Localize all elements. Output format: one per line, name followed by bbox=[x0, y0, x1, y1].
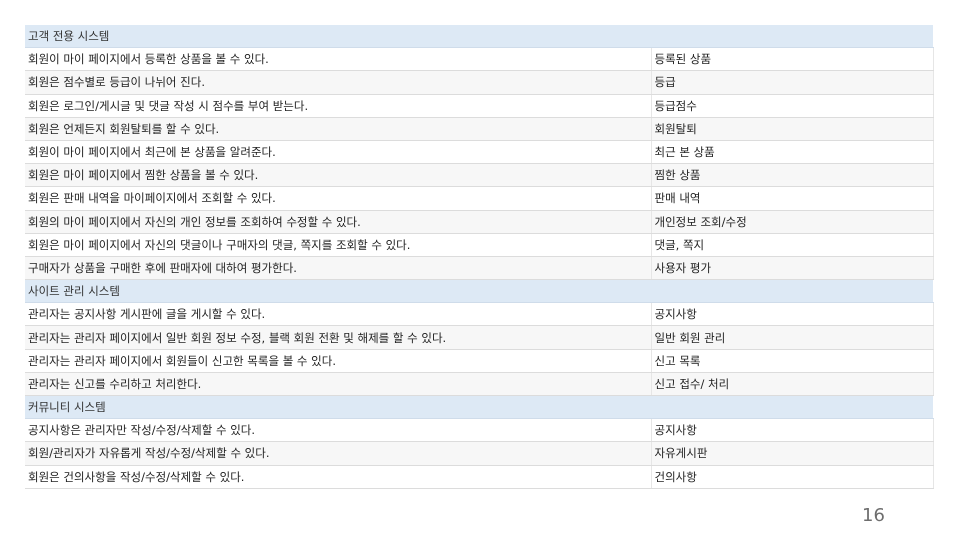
requirement-description: 회원은 로그인/게시글 및 댓글 작성 시 점수를 부여 받는다. bbox=[25, 94, 652, 118]
requirement-description: 회원의 마이 페이지에서 자신의 개인 정보를 조회하여 수정할 수 있다. bbox=[25, 210, 652, 234]
table-row: 공지사항은 관리자만 작성/수정/삭제할 수 있다. 공지사항 bbox=[25, 418, 934, 443]
requirement-description: 회원은 언제든지 회원탈퇴를 할 수 있다. bbox=[25, 117, 652, 141]
table-row: 회원의 마이 페이지에서 자신의 개인 정보를 조회하여 수정할 수 있다. 개… bbox=[25, 210, 934, 234]
table-row: 관리자는 관리자 페이지에서 일반 회원 정보 수정, 블랙 회원 전환 및 해… bbox=[25, 325, 934, 350]
section-header-row: 커뮤니티 시스템 bbox=[25, 395, 933, 420]
page-number: 16 bbox=[862, 505, 885, 526]
feature-name: 등급점수 bbox=[651, 94, 934, 118]
table-row: 관리자는 공지사항 게시판에 글을 게시할 수 있다. 공지사항 bbox=[25, 302, 934, 327]
feature-name: 사용자 평가 bbox=[651, 256, 934, 281]
requirements-table: 고객 전용 시스템 회원이 마이 페이지에서 등록한 상품을 볼 수 있다. 등… bbox=[25, 25, 934, 489]
requirement-description: 관리자는 공지사항 게시판에 글을 게시할 수 있다. bbox=[25, 302, 652, 327]
table-row: 회원은 판매 내역을 마이페이지에서 조회할 수 있다. 판매 내역 bbox=[25, 186, 934, 211]
feature-name: 회원탈퇴 bbox=[651, 117, 934, 141]
feature-name: 공지사항 bbox=[651, 418, 934, 443]
table-row: 회원은 건의사항을 작성/수정/삭제할 수 있다. 건의사항 bbox=[25, 465, 934, 489]
requirement-description: 회원이 마이 페이지에서 최근에 본 상품을 알려준다. bbox=[25, 140, 652, 165]
section-title: 커뮤니티 시스템 bbox=[25, 395, 933, 420]
feature-name: 공지사항 bbox=[651, 302, 934, 327]
requirement-description: 구매자가 상품을 구매한 후에 판매자에 대하여 평가한다. bbox=[25, 256, 652, 281]
table-row: 관리자는 관리자 페이지에서 회원들이 신고한 목록을 볼 수 있다. 신고 목… bbox=[25, 349, 934, 373]
table-row: 회원은 언제든지 회원탈퇴를 할 수 있다. 회원탈퇴 bbox=[25, 117, 934, 141]
requirement-description: 회원은 판매 내역을 마이페이지에서 조회할 수 있다. bbox=[25, 186, 652, 211]
requirement-description: 관리자는 신고를 수리하고 처리한다. bbox=[25, 372, 652, 397]
requirement-description: 회원은 마이 페이지에서 자신의 댓글이나 구매자의 댓글, 쪽지를 조회할 수… bbox=[25, 233, 652, 257]
requirement-description: 관리자는 관리자 페이지에서 일반 회원 정보 수정, 블랙 회원 전환 및 해… bbox=[25, 325, 652, 350]
feature-name: 신고 목록 bbox=[651, 349, 934, 373]
table-row: 회원은 점수별로 등급이 나뉘어 진다. 등급 bbox=[25, 70, 934, 95]
feature-name: 개인정보 조회/수정 bbox=[651, 210, 934, 234]
table-row: 구매자가 상품을 구매한 후에 판매자에 대하여 평가한다. 사용자 평가 bbox=[25, 256, 934, 281]
requirement-description: 관리자는 관리자 페이지에서 회원들이 신고한 목록을 볼 수 있다. bbox=[25, 349, 652, 373]
table-row: 회원이 마이 페이지에서 최근에 본 상품을 알려준다. 최근 본 상품 bbox=[25, 140, 934, 165]
requirement-description: 회원은 점수별로 등급이 나뉘어 진다. bbox=[25, 70, 652, 95]
table-row: 회원은 로그인/게시글 및 댓글 작성 시 점수를 부여 받는다. 등급점수 bbox=[25, 94, 934, 118]
section-title: 고객 전용 시스템 bbox=[25, 25, 933, 49]
table-row: 회원/관리자가 자유롭게 작성/수정/삭제할 수 있다. 자유게시판 bbox=[25, 441, 934, 466]
table-row: 관리자는 신고를 수리하고 처리한다. 신고 접수/ 처리 bbox=[25, 372, 934, 397]
requirement-description: 공지사항은 관리자만 작성/수정/삭제할 수 있다. bbox=[25, 418, 652, 443]
table-row: 회원은 마이 페이지에서 자신의 댓글이나 구매자의 댓글, 쪽지를 조회할 수… bbox=[25, 233, 934, 257]
requirement-description: 회원이 마이 페이지에서 등록한 상품을 볼 수 있다. bbox=[25, 47, 652, 72]
feature-name: 찜한 상품 bbox=[651, 163, 934, 188]
requirement-description: 회원은 건의사항을 작성/수정/삭제할 수 있다. bbox=[25, 465, 652, 489]
table-row: 회원이 마이 페이지에서 등록한 상품을 볼 수 있다. 등록된 상품 bbox=[25, 47, 934, 72]
section-header-row: 사이트 관리 시스템 bbox=[25, 279, 933, 304]
feature-name: 건의사항 bbox=[651, 465, 934, 489]
feature-name: 신고 접수/ 처리 bbox=[651, 372, 934, 397]
section-header-row: 고객 전용 시스템 bbox=[25, 25, 933, 49]
feature-name: 일반 회원 관리 bbox=[651, 325, 934, 350]
feature-name: 최근 본 상품 bbox=[651, 140, 934, 165]
table-row: 회원은 마이 페이지에서 찜한 상품을 볼 수 있다. 찜한 상품 bbox=[25, 163, 934, 188]
feature-name: 등급 bbox=[651, 70, 934, 95]
feature-name: 판매 내역 bbox=[651, 186, 934, 211]
section-title: 사이트 관리 시스템 bbox=[25, 279, 933, 304]
feature-name: 자유게시판 bbox=[651, 441, 934, 466]
requirement-description: 회원/관리자가 자유롭게 작성/수정/삭제할 수 있다. bbox=[25, 441, 652, 466]
feature-name: 댓글, 쪽지 bbox=[651, 233, 934, 257]
feature-name: 등록된 상품 bbox=[651, 47, 934, 72]
requirement-description: 회원은 마이 페이지에서 찜한 상품을 볼 수 있다. bbox=[25, 163, 652, 188]
